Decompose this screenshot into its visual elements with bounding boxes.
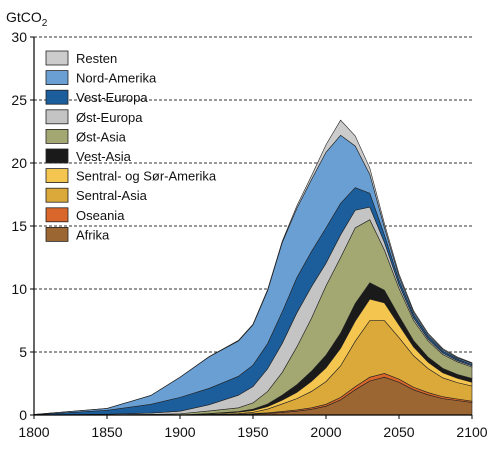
x-tick-label-1850: 1850	[91, 424, 122, 440]
x-tick-label-1900: 1900	[164, 424, 195, 440]
legend-label-nord-amerika: Nord-Amerika	[76, 71, 157, 86]
tick-labels: 0 5 10 15 20 25 30 1800 1850 1900 1950 2000 2050 2100	[11, 29, 487, 440]
legend-label-oseania: Oseania	[76, 208, 125, 223]
y-tick-label-30: 30	[11, 29, 27, 45]
legend-label-vest-europa: Vest-Europa	[76, 90, 148, 105]
y-tick-label-0: 0	[19, 407, 27, 423]
legend-swatch-oseania	[45, 207, 69, 223]
legend-swatch-øst-europa	[45, 109, 69, 125]
legend-label-øst-europa: Øst-Europa	[76, 110, 143, 125]
x-tick-label-1800: 1800	[18, 424, 49, 440]
legend: Resten Nord-Amerika Vest-Europa Øst-Europa Ø…	[45, 50, 217, 242]
x-tick-label-1950: 1950	[237, 424, 268, 440]
legend-swatch-nord-amerika	[45, 70, 69, 85]
legend-swatch-sentral-asia	[45, 187, 69, 203]
y-axis-unit-label: GtCO2	[6, 9, 48, 29]
area-resten	[33, 119, 473, 415]
x-tick-label-2050: 2050	[383, 424, 414, 440]
legend-swatch-vest-europa	[45, 89, 69, 105]
x-tick-label-2100: 2100	[456, 424, 487, 440]
legend-label-vest-asia: Vest-Asia	[76, 149, 132, 164]
y-tick-label-5: 5	[19, 344, 27, 360]
stacked-areas	[33, 119, 473, 416]
y-tick-label-20: 20	[11, 155, 27, 171]
legend-label-afrika: Afrika	[76, 227, 110, 242]
legend-swatch-afrika	[45, 226, 69, 242]
legend-swatch-øst-asia	[45, 128, 69, 144]
legend-label-sentral-og-sør-amerika: Sentral- og Sør-Amerika	[76, 169, 217, 184]
legend-swatch-vest-asia	[45, 148, 69, 164]
x-tick-label-2000: 2000	[310, 424, 341, 440]
y-tick-label-10: 10	[11, 281, 27, 297]
legend-label-øst-asia: Øst-Asia	[76, 129, 127, 144]
legend-label-resten: Resten	[76, 51, 117, 66]
y-tick-label-15: 15	[11, 218, 27, 234]
legend-label-sentral-asia: Sentral-Asia	[76, 188, 148, 203]
legend-swatch-resten	[45, 50, 69, 66]
y-tick-label-25: 25	[11, 92, 27, 108]
legend-swatch-sentral-og-sør-amerika	[45, 168, 69, 184]
